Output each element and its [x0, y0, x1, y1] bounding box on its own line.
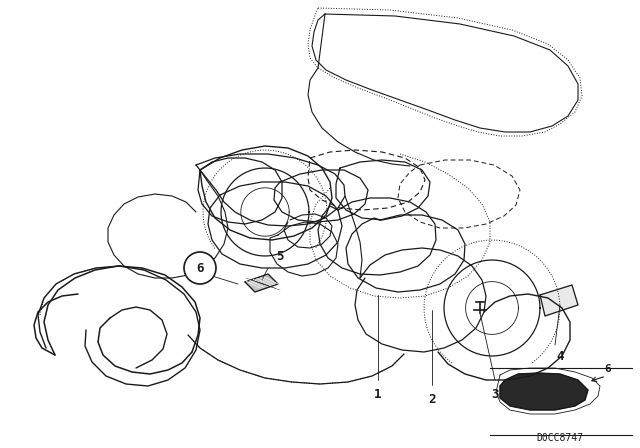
Text: 2: 2 [428, 393, 436, 406]
Text: 5: 5 [276, 250, 284, 263]
Polygon shape [245, 274, 278, 292]
Text: 4: 4 [556, 350, 564, 363]
Circle shape [184, 252, 216, 284]
Text: 6: 6 [605, 364, 611, 374]
Polygon shape [540, 285, 578, 316]
Text: 6: 6 [196, 262, 204, 275]
Polygon shape [500, 373, 588, 410]
Text: D0CC8747: D0CC8747 [536, 433, 584, 443]
Text: 1: 1 [374, 388, 381, 401]
Text: 3: 3 [492, 388, 499, 401]
